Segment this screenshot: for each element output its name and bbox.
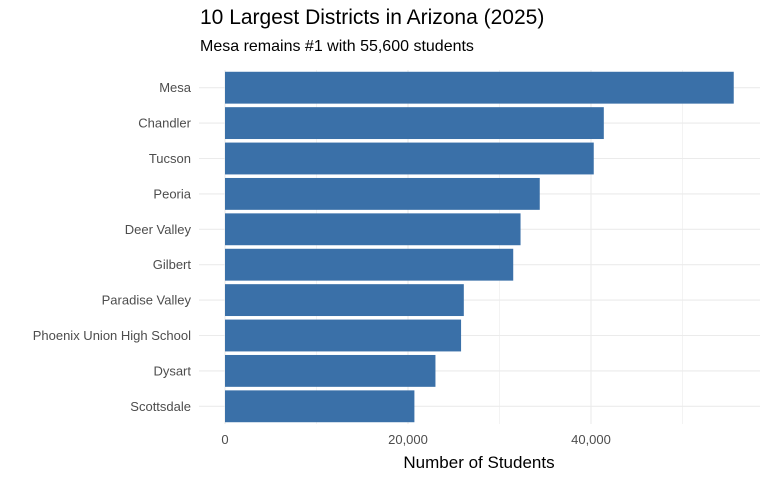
bar [225, 213, 521, 246]
category-label: Scottsdale [130, 399, 191, 414]
category-label: Paradise Valley [102, 293, 192, 308]
bar [225, 354, 436, 387]
category-label: Deer Valley [125, 222, 192, 237]
x-tick-label: 40,000 [571, 432, 611, 447]
x-axis-title: Number of Students [403, 453, 554, 472]
chart-title: 10 Largest Districts in Arizona (2025) [200, 6, 545, 29]
category-label: Gilbert [153, 257, 192, 272]
category-label: Tucson [149, 151, 191, 166]
category-labels: Mesa Chandler Tucson Peoria Deer Valley Gilbe… [33, 80, 192, 414]
bar [225, 177, 540, 210]
bar [225, 71, 734, 104]
x-tick-label: 0 [221, 432, 228, 447]
category-label: Phoenix Union High School [33, 328, 191, 343]
bar [225, 142, 594, 175]
category-label: Dysart [153, 363, 191, 378]
bar [225, 248, 514, 281]
bar [225, 284, 464, 317]
bar [225, 107, 604, 140]
category-label: Peoria [153, 186, 191, 201]
chart-subtitle: Mesa remains #1 with 55,600 students [200, 38, 474, 55]
bars-layer [225, 71, 734, 423]
x-tick-label: 20,000 [388, 432, 428, 447]
x-tick-labels: 0 20,000 40,000 [221, 432, 611, 447]
bar [225, 319, 462, 352]
category-label: Chandler [138, 116, 191, 131]
category-label: Mesa [159, 80, 192, 95]
bar [225, 390, 415, 423]
